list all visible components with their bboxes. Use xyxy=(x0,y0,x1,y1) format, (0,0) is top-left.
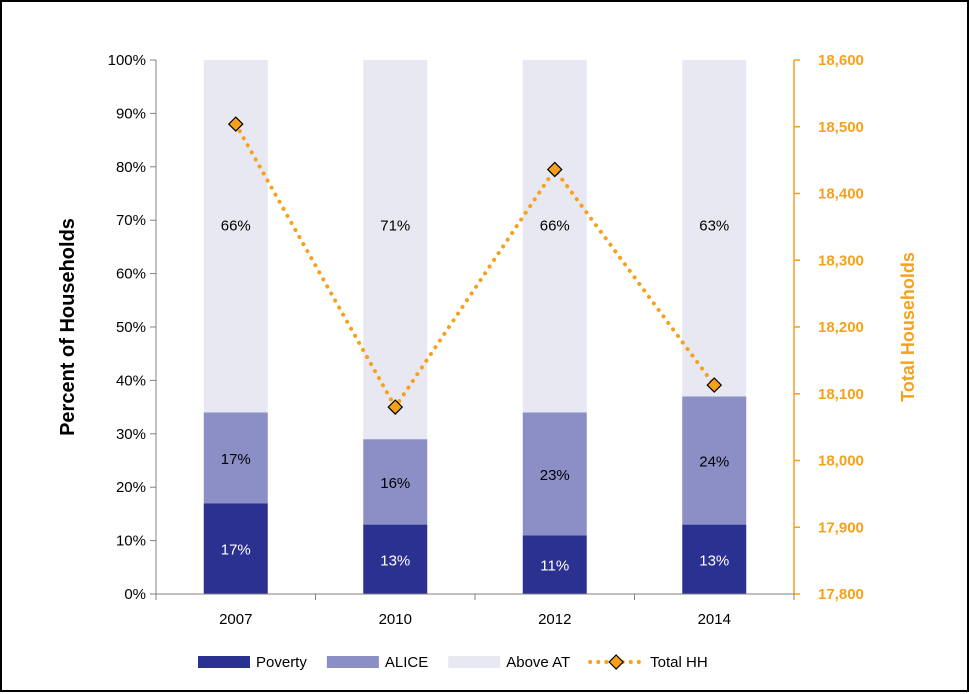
legend-swatch-alice xyxy=(326,656,379,668)
y-tick-right-label: 18,000 xyxy=(818,453,864,470)
x-tick-label-2010: 2010 xyxy=(379,611,412,628)
legend-label-poverty: Poverty xyxy=(256,654,307,671)
y-tick-left-label: 30% xyxy=(116,426,146,443)
line-layer xyxy=(227,116,723,415)
x-tick-label-2007: 2007 xyxy=(219,611,252,628)
marker-total-hh-2010 xyxy=(387,399,404,415)
y-tick-right-label: 18,600 xyxy=(818,52,864,69)
x-tick-label-2014: 2014 xyxy=(698,611,731,628)
y-tick-right-label: 18,100 xyxy=(818,386,864,403)
marker-total-hh-2012 xyxy=(546,161,563,178)
data-label-above-at-2010: 71% xyxy=(380,218,410,235)
y-tick-left-label: 0% xyxy=(124,586,146,603)
legend-label-total-hh: Total HH xyxy=(650,654,708,671)
y-tick-left-label: 60% xyxy=(116,266,146,283)
bar-alice-2012 xyxy=(522,412,587,536)
legend-swatch-poverty xyxy=(198,656,250,668)
marker-total-hh-2014 xyxy=(706,377,723,393)
data-label-poverty-2007: 17% xyxy=(221,542,251,559)
y-tick-left-label: 100% xyxy=(108,52,146,69)
legend: Poverty ALICE Above AT Total HH xyxy=(198,654,708,671)
marker-total-hh-2007 xyxy=(227,116,244,132)
y-tick-left-label: 90% xyxy=(116,105,146,122)
data-label-alice-2007: 17% xyxy=(221,451,251,468)
bar-above-at-2014 xyxy=(682,60,747,397)
y-tick-right-label: 18,200 xyxy=(818,319,864,336)
legend-swatch-total-hh-marker xyxy=(608,654,625,670)
y-tick-right-label: 18,500 xyxy=(818,119,864,136)
data-label-above-at-2012: 66% xyxy=(540,218,570,235)
y-tick-left-label: 50% xyxy=(116,319,146,336)
bar-poverty-2010 xyxy=(363,524,428,594)
bar-above-at-2007 xyxy=(203,60,268,413)
data-label-poverty-2014: 13% xyxy=(699,552,729,569)
data-label-alice-2014: 24% xyxy=(699,454,729,471)
data-label-alice-2012: 23% xyxy=(540,467,570,484)
data-label-above-at-2014: 63% xyxy=(699,218,729,235)
data-label-poverty-2010: 13% xyxy=(380,552,410,569)
y-tick-left-label: 40% xyxy=(116,372,146,389)
data-label-poverty-2012: 11% xyxy=(540,558,569,575)
y-axis-title-right: Total Households xyxy=(898,252,918,402)
legend-label-alice: ALICE xyxy=(385,654,428,671)
legend-label-above-at: Above AT xyxy=(506,654,570,671)
data-label-alice-2010: 16% xyxy=(380,475,410,492)
y-tick-left-label: 80% xyxy=(116,159,146,176)
bar-poverty-2012 xyxy=(522,535,587,594)
y-tick-right-label: 18,400 xyxy=(818,186,864,203)
legend-swatch-above-at xyxy=(448,656,501,668)
y-tick-right-label: 17,800 xyxy=(818,586,864,603)
bar-above-at-2012 xyxy=(522,60,587,413)
bar-alice-2014 xyxy=(682,396,747,525)
bar-poverty-2007 xyxy=(203,503,268,594)
bar-poverty-2014 xyxy=(682,524,747,594)
data-labels-layer: 17% 17% 66% 13% 16% 71% 11% 23% 66% 13% 24% 63% xyxy=(221,218,730,575)
x-tick-label-2012: 2012 xyxy=(538,611,571,628)
bar-alice-2007 xyxy=(203,412,268,504)
bar-alice-2010 xyxy=(363,439,428,525)
y-tick-left-label: 20% xyxy=(116,479,146,496)
line-total-hh xyxy=(233,122,717,411)
bar-above-at-2010 xyxy=(363,60,428,440)
data-label-above-at-2007: 66% xyxy=(221,218,251,235)
bars-layer xyxy=(203,60,747,594)
y-tick-left-label: 10% xyxy=(116,533,146,550)
y-axis-title-left: Percent of Households xyxy=(57,218,79,436)
y-tick-left-label: 70% xyxy=(116,212,146,229)
y-tick-right-label: 17,900 xyxy=(818,519,864,536)
y-tick-right-label: 18,300 xyxy=(818,252,864,269)
axes-layer: 0% 10% 20% 30% 40% 50% 60% 70% 80% 90% 100% 17,800 1… xyxy=(108,52,864,628)
